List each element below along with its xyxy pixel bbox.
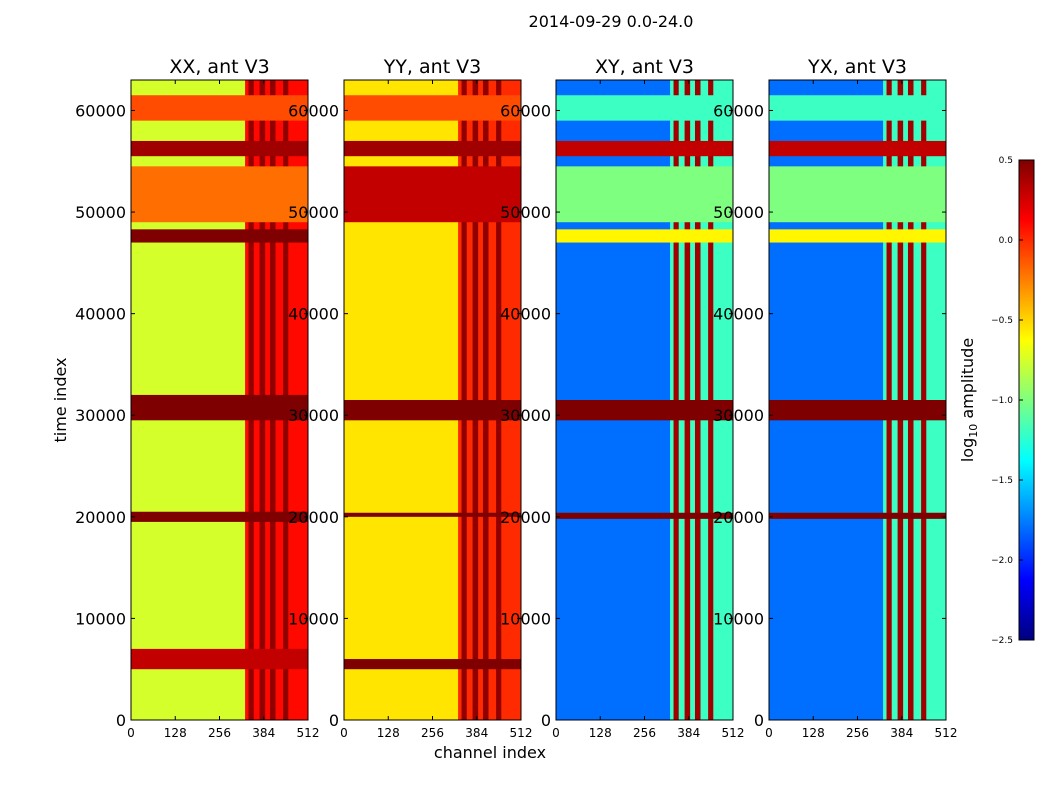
colorbar-tick-label: −2.5 bbox=[991, 636, 1013, 646]
panel-title: YY, ant V3 bbox=[383, 56, 482, 78]
panel-0: XX, ant V3 0 128 256 384 512 0 10000 20000 30000 4… bbox=[75, 56, 319, 740]
heatmap-time-band bbox=[556, 140, 733, 157]
y-axis-label: time index bbox=[51, 357, 70, 442]
heatmap-time-band bbox=[344, 400, 521, 421]
x-tick-label: 384 bbox=[252, 726, 275, 740]
y-tick-label: 40000 bbox=[500, 305, 551, 324]
heatmap-time-band bbox=[769, 166, 946, 223]
figure-suptitle: 2014-09-29 0.0-24.0 bbox=[529, 12, 694, 31]
x-tick-label: 0 bbox=[765, 726, 773, 740]
y-tick-label: 20000 bbox=[288, 508, 339, 527]
heatmap-time-band bbox=[556, 229, 733, 243]
heatmap-time-band bbox=[344, 166, 521, 223]
x-tick-label: 256 bbox=[421, 726, 444, 740]
y-tick-label: 0 bbox=[754, 711, 764, 730]
x-tick-label: 512 bbox=[510, 726, 533, 740]
colorbar-tick-label: 0.5 bbox=[999, 156, 1013, 166]
colorbar-label-prefix: log bbox=[958, 438, 977, 462]
y-tick-label: 50000 bbox=[288, 203, 339, 222]
x-tick-label: 256 bbox=[846, 726, 869, 740]
colorbar-label-subscript: 10 bbox=[967, 424, 980, 438]
y-tick-label: 0 bbox=[329, 711, 339, 730]
y-tick-label: 0 bbox=[541, 711, 551, 730]
y-tick-label: 10000 bbox=[75, 609, 126, 628]
panel-1: YY, ant V3 0 128 256 384 512 0 10000 20000 30000 4… bbox=[288, 56, 532, 740]
y-tick-label: 40000 bbox=[75, 305, 126, 324]
panel-title: XX, ant V3 bbox=[169, 56, 269, 78]
colorbar-tick-label: −2.0 bbox=[991, 556, 1013, 566]
y-tick-label: 20000 bbox=[500, 508, 551, 527]
y-tick-label: 30000 bbox=[75, 406, 126, 425]
heatmap-time-band bbox=[769, 95, 946, 121]
y-tick-label: 10000 bbox=[288, 609, 339, 628]
panels: XX, ant V3 0 128 256 384 512 0 10000 20000 30000 4… bbox=[75, 56, 957, 740]
y-tick-label: 10000 bbox=[500, 609, 551, 628]
y-tick-label: 20000 bbox=[75, 508, 126, 527]
x-tick-label: 384 bbox=[677, 726, 700, 740]
heatmap-time-band bbox=[131, 229, 308, 243]
panel-3: YX, ant V3 0 128 256 384 512 0 10000 20000 30000 4… bbox=[713, 56, 957, 740]
x-tick-label: 0 bbox=[127, 726, 135, 740]
x-tick-label: 128 bbox=[164, 726, 187, 740]
panel-2: XY, ant V3 0 128 256 384 512 0 10000 20000 30000 4… bbox=[500, 56, 744, 740]
heatmap-time-band bbox=[556, 512, 733, 519]
heatmap-time-band bbox=[131, 511, 308, 522]
y-tick-label: 50000 bbox=[713, 203, 764, 222]
colorbar: 0.5 0.0 −0.5 −1.0 −1.5 −2.0 −2.5 log10 amplitu… bbox=[958, 156, 1035, 646]
heatmap-time-band bbox=[344, 140, 521, 157]
heatmap-time-band bbox=[131, 166, 308, 223]
y-tick-label: 40000 bbox=[288, 305, 339, 324]
colorbar-ticks: 0.5 0.0 −0.5 −1.0 −1.5 −2.0 −2.5 bbox=[991, 156, 1023, 646]
heatmap-time-band bbox=[769, 400, 946, 421]
y-tick-label: 10000 bbox=[713, 609, 764, 628]
heatmap-time-band bbox=[344, 512, 521, 517]
x-tick-label: 384 bbox=[465, 726, 488, 740]
x-tick-label: 512 bbox=[297, 726, 320, 740]
x-tick-label: 128 bbox=[377, 726, 400, 740]
x-tick-label: 128 bbox=[589, 726, 612, 740]
x-tick-label: 512 bbox=[935, 726, 958, 740]
heatmap-time-band bbox=[769, 512, 946, 519]
heatmap-time-band bbox=[131, 140, 308, 157]
panel-title: XY, ant V3 bbox=[595, 56, 694, 78]
colorbar-label: log10 amplitude bbox=[958, 338, 980, 462]
colorbar-tick-label: −0.5 bbox=[991, 316, 1013, 326]
y-tick-label: 50000 bbox=[500, 203, 551, 222]
x-tick-label: 256 bbox=[208, 726, 231, 740]
colorbar-tick-label: −1.5 bbox=[991, 476, 1013, 486]
y-tick-label: 0 bbox=[116, 711, 126, 730]
y-tick-label: 60000 bbox=[288, 101, 339, 120]
y-tick-label: 20000 bbox=[713, 508, 764, 527]
y-tick-label: 30000 bbox=[500, 406, 551, 425]
y-tick-label: 60000 bbox=[713, 101, 764, 120]
heatmap-time-band bbox=[344, 659, 521, 670]
heatmap-time-band bbox=[556, 166, 733, 223]
colorbar-label-suffix: amplitude bbox=[958, 338, 977, 424]
heatmap-time-band bbox=[769, 229, 946, 243]
heatmap-time-band bbox=[769, 140, 946, 157]
x-tick-label: 384 bbox=[890, 726, 913, 740]
heatmap-time-band bbox=[131, 95, 308, 121]
y-tick-label: 30000 bbox=[713, 406, 764, 425]
colorbar-tick-label: 0.0 bbox=[999, 236, 1014, 246]
x-axis-label: channel index bbox=[434, 743, 546, 762]
x-tick-label: 256 bbox=[633, 726, 656, 740]
y-tick-label: 60000 bbox=[75, 101, 126, 120]
panel-title: YX, ant V3 bbox=[807, 56, 907, 78]
heatmap-time-band bbox=[131, 648, 308, 670]
heatmap-time-band bbox=[344, 95, 521, 121]
x-tick-label: 0 bbox=[340, 726, 348, 740]
heatmap-time-band bbox=[556, 95, 733, 121]
y-tick-label: 60000 bbox=[500, 101, 551, 120]
y-tick-label: 40000 bbox=[713, 305, 764, 324]
heatmap-time-band bbox=[556, 400, 733, 421]
x-tick-label: 512 bbox=[722, 726, 745, 740]
x-tick-label: 0 bbox=[552, 726, 560, 740]
y-tick-label: 50000 bbox=[75, 203, 126, 222]
y-tick-label: 30000 bbox=[288, 406, 339, 425]
x-tick-label: 128 bbox=[802, 726, 825, 740]
colorbar-tick-label: −1.0 bbox=[991, 396, 1013, 406]
heatmap-time-band bbox=[131, 394, 308, 421]
